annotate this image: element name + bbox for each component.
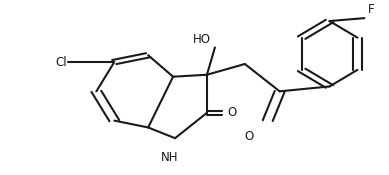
Text: NH: NH bbox=[161, 151, 179, 164]
Text: O: O bbox=[244, 130, 254, 143]
Text: O: O bbox=[228, 106, 237, 119]
Text: Cl: Cl bbox=[55, 55, 67, 69]
Text: HO: HO bbox=[193, 33, 211, 46]
Text: F: F bbox=[368, 4, 375, 16]
